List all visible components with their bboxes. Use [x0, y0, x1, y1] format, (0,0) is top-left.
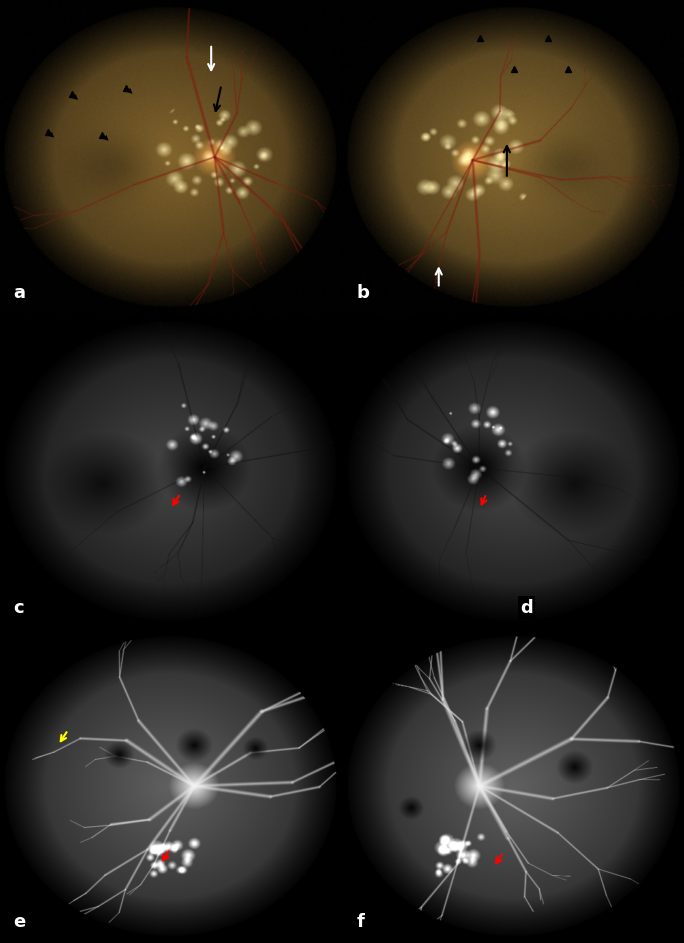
Text: a: a: [14, 284, 25, 302]
Text: c: c: [14, 599, 24, 617]
Text: b: b: [357, 284, 370, 302]
Text: e: e: [14, 914, 26, 932]
Text: f: f: [357, 914, 365, 932]
Text: d: d: [521, 599, 534, 617]
